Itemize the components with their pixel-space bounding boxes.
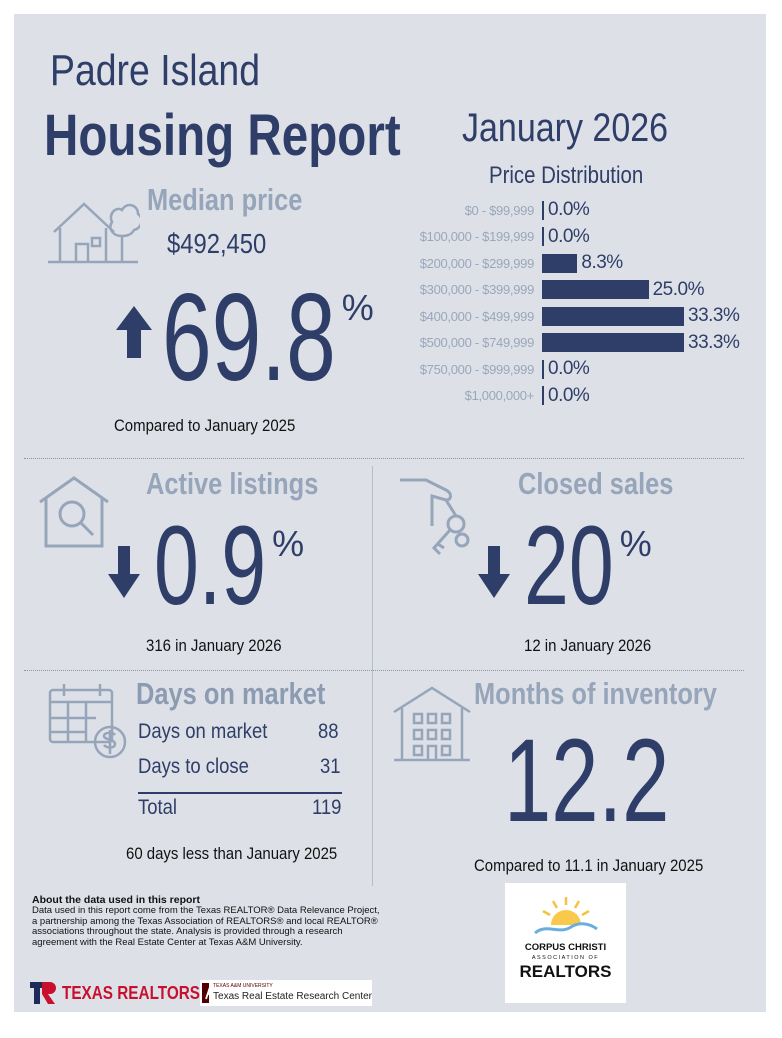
about-text: Data used in this report come from the T…: [32, 905, 380, 948]
cc-line3: REALTORS: [519, 962, 612, 981]
percent-sign: %: [272, 523, 305, 564]
active-listings-label: Active listings: [146, 466, 319, 501]
building-icon: [393, 686, 471, 762]
divider: [24, 670, 744, 671]
divider: [372, 466, 373, 886]
price-bar: [542, 200, 544, 220]
about-title: About the data used in this report: [32, 894, 201, 906]
arrow-up-icon: [116, 306, 152, 358]
days-on-market-label: Days on market: [136, 676, 326, 711]
percent-sign: %: [341, 287, 374, 328]
closed-sales-label: Closed sales: [518, 466, 674, 501]
dom-row-label: Days to close: [138, 755, 249, 778]
report-card: Padre Island Housing Report January 2026…: [14, 14, 766, 1012]
months-inventory-value: 12.2: [504, 715, 670, 847]
divider: [24, 458, 744, 459]
dom-row-label: Days on market: [138, 720, 268, 743]
tamu-mark-icon: [202, 983, 210, 1003]
dom-row-value: 88: [318, 720, 339, 743]
price-bar-row: $400,000 - $499,999 33.3%: [386, 306, 758, 326]
price-bar: [542, 227, 544, 246]
price-bar-value: 8.3%: [581, 252, 623, 273]
price-bar: [542, 253, 578, 273]
texas-realtors-text: TEXAS REALTORS: [62, 982, 201, 1003]
location-title: Padre Island: [50, 46, 261, 95]
active-listings-change: 0.9: [154, 503, 267, 628]
months-inventory-label: Months of inventory: [474, 676, 717, 711]
active-listings-detail: 316 in January 2026: [146, 636, 282, 655]
price-bar: [542, 359, 544, 379]
median-price-label: Median price: [147, 182, 303, 217]
cc-line2: ASSOCIATION OF: [531, 955, 600, 961]
price-bar-row: $1,000,000+ 0.0%: [386, 384, 758, 406]
median-price-value: $492,450: [167, 228, 267, 259]
closed-sales-change: 20: [524, 503, 614, 628]
dom-row-value: 31: [320, 755, 341, 778]
sun-wave-icon: [533, 897, 598, 935]
tamu-small-text: TEXAS A&M UNIVERSITY: [213, 983, 273, 989]
price-bar-value: 0.0%: [548, 384, 590, 406]
price-range-label: $400,000 - $499,999: [419, 308, 535, 324]
median-comparison: Compared to January 2025: [114, 416, 296, 435]
house-search-icon: [39, 476, 109, 548]
price-bar: [542, 386, 544, 405]
months-inventory-comparison: Compared to 11.1 in January 2025: [474, 856, 704, 875]
corpus-christi-logo: CORPUS CHRISTI ASSOCIATION OF REALTORS: [505, 883, 626, 1003]
report-month: January 2026: [462, 106, 669, 150]
price-bar-value: 33.3%: [688, 331, 740, 353]
price-bar-value: 0.0%: [548, 225, 590, 247]
median-price-change: 69.8: [162, 269, 336, 407]
texas-realtors-mark-icon: [30, 982, 56, 1004]
price-range-label: $1,000,000+: [464, 388, 535, 403]
tamu-text: Texas Real Estate Research Center: [213, 991, 372, 1002]
total-divider: [138, 792, 342, 794]
tamu-logo: TEXAS A&M UNIVERSITY Texas Real Estate R…: [200, 980, 372, 1006]
price-range-label: $300,000 - $399,999: [419, 282, 535, 297]
price-range-label: $0 - $99,999: [464, 202, 535, 218]
chart-title: Price Distribution: [489, 162, 644, 189]
price-range-label: $200,000 - $299,999: [419, 255, 535, 271]
dom-total-value: 119: [312, 796, 342, 819]
texas-realtors-logo: TEXAS REALTORS: [30, 982, 224, 1004]
dom-total-label: Total: [138, 796, 178, 819]
price-bar: [542, 306, 684, 326]
price-range-label: $500,000 - $749,999: [419, 335, 535, 350]
percent-sign: %: [619, 523, 652, 564]
price-bar-row: $750,000 - $999,999 0.0%: [386, 359, 758, 379]
arrow-down-icon: [108, 546, 140, 598]
report-title: Housing Report: [44, 103, 401, 168]
price-bar-row: $200,000 - $299,999 8.3%: [386, 253, 758, 273]
price-bar-row: $100,000 - $199,999 0.0%: [386, 225, 758, 247]
about-section: About the data used in this report Data …: [32, 894, 384, 948]
price-bar-value: 0.0%: [548, 199, 590, 220]
price-bar: [542, 333, 684, 352]
price-bar-value: 25.0%: [652, 278, 705, 300]
price-bar-value: 0.0%: [548, 358, 590, 379]
price-bar-row: $300,000 - $399,999 25.0%: [386, 278, 758, 300]
price-range-label: $100,000 - $199,999: [419, 229, 535, 244]
closed-sales-detail: 12 in January 2026: [524, 636, 652, 655]
hand-keys-icon: [400, 478, 470, 556]
calendar-dollar-icon: [48, 684, 127, 759]
house-tree-icon: [48, 202, 140, 264]
cc-line1: CORPUS CHRISTI: [524, 942, 607, 953]
price-bar: [542, 280, 649, 299]
price-bar-row: $0 - $99,999 0.0%: [386, 200, 758, 220]
dom-comparison: 60 days less than January 2025: [126, 844, 338, 863]
arrow-down-icon: [478, 546, 510, 598]
price-range-label: $750,000 - $999,999: [419, 361, 535, 377]
price-bar-value: 33.3%: [688, 305, 740, 326]
price-bar-row: $500,000 - $749,999 33.3%: [386, 331, 758, 353]
